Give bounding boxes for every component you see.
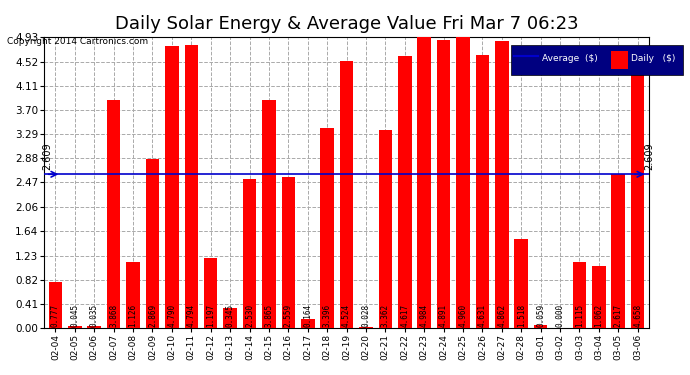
- Text: 3.396: 3.396: [323, 304, 332, 327]
- Bar: [339, 61, 353, 328]
- Text: 2.617: 2.617: [613, 304, 623, 327]
- Bar: [592, 266, 606, 328]
- Bar: [224, 308, 237, 328]
- Text: Daily   ($): Daily ($): [631, 54, 676, 63]
- Text: 3.362: 3.362: [381, 304, 390, 327]
- Text: 4.658: 4.658: [633, 304, 642, 327]
- Text: 1.197: 1.197: [206, 304, 215, 327]
- Bar: [204, 258, 217, 328]
- Text: 4.984: 4.984: [420, 304, 428, 327]
- Text: 3.868: 3.868: [109, 304, 118, 327]
- Text: 1.062: 1.062: [594, 304, 603, 327]
- Bar: [515, 238, 528, 328]
- Text: 4.862: 4.862: [497, 304, 506, 327]
- Text: 0.059: 0.059: [536, 304, 545, 327]
- Text: 0.045: 0.045: [70, 304, 79, 327]
- Text: 1.518: 1.518: [517, 304, 526, 327]
- Bar: [573, 262, 586, 328]
- Bar: [282, 177, 295, 328]
- Title: Daily Solar Energy & Average Value Fri Mar 7 06:23: Daily Solar Energy & Average Value Fri M…: [115, 15, 578, 33]
- Bar: [417, 34, 431, 328]
- Bar: [359, 327, 373, 328]
- Bar: [320, 128, 334, 328]
- Text: 2.559: 2.559: [284, 304, 293, 327]
- Bar: [146, 159, 159, 328]
- Text: 4.794: 4.794: [187, 304, 196, 327]
- Text: 1.115: 1.115: [575, 304, 584, 327]
- Bar: [611, 174, 625, 328]
- Text: 4.790: 4.790: [168, 304, 177, 327]
- Bar: [631, 53, 644, 328]
- Bar: [475, 55, 489, 328]
- Text: 2.869: 2.869: [148, 304, 157, 327]
- Bar: [379, 130, 392, 328]
- Text: 4.631: 4.631: [478, 304, 487, 327]
- Bar: [301, 318, 315, 328]
- Text: 0.028: 0.028: [362, 304, 371, 327]
- Text: 4.960: 4.960: [458, 304, 468, 327]
- Text: 2.609: 2.609: [644, 142, 654, 170]
- Bar: [68, 326, 81, 328]
- Text: 0.000: 0.000: [555, 304, 564, 327]
- Text: 0.777: 0.777: [51, 304, 60, 327]
- Text: 4.617: 4.617: [400, 304, 409, 327]
- Bar: [126, 262, 140, 328]
- Bar: [165, 46, 179, 328]
- Text: 4.891: 4.891: [439, 304, 448, 327]
- Bar: [495, 41, 509, 328]
- Text: 0.164: 0.164: [303, 304, 313, 327]
- Bar: [456, 36, 470, 328]
- Text: 0.345: 0.345: [226, 304, 235, 327]
- Text: 3.865: 3.865: [264, 304, 273, 327]
- Text: Average  ($): Average ($): [542, 54, 598, 63]
- Bar: [262, 100, 276, 328]
- Bar: [243, 179, 256, 328]
- Bar: [398, 56, 411, 328]
- Bar: [437, 40, 451, 328]
- Text: 1.126: 1.126: [128, 304, 137, 327]
- Bar: [49, 282, 62, 328]
- Text: 2.530: 2.530: [245, 304, 254, 327]
- Text: 4.524: 4.524: [342, 304, 351, 327]
- Text: Copyright 2014 Cartronics.com: Copyright 2014 Cartronics.com: [7, 38, 148, 46]
- Bar: [534, 325, 547, 328]
- Bar: [88, 326, 101, 328]
- Bar: [107, 100, 121, 328]
- Text: 2.609: 2.609: [43, 142, 52, 170]
- Bar: [184, 45, 198, 328]
- Text: 0.035: 0.035: [90, 304, 99, 327]
